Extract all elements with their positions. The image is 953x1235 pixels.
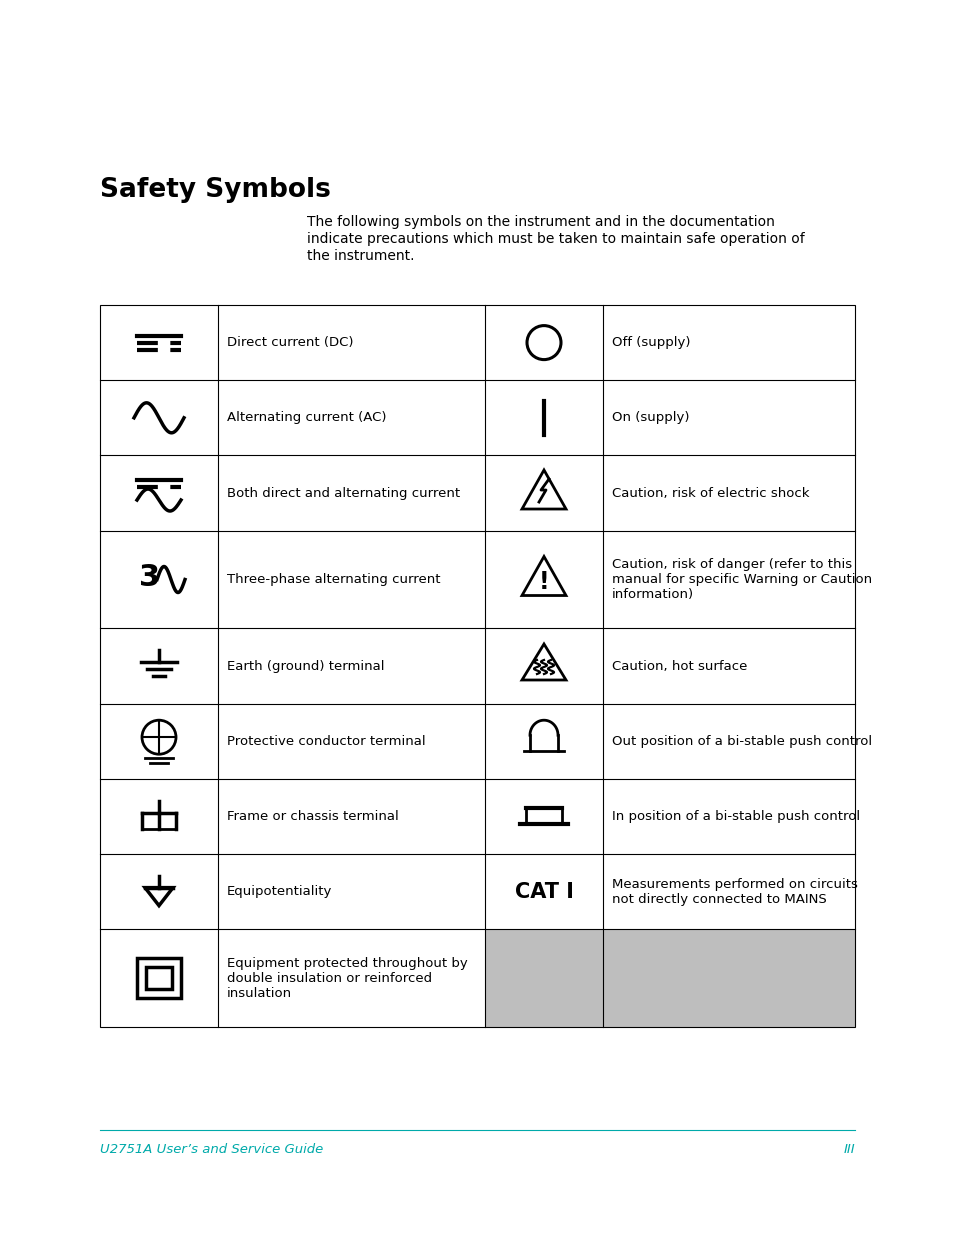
- Text: In position of a bi-stable push control: In position of a bi-stable push control: [612, 810, 860, 823]
- Text: Equipment protected throughout by
double insulation or reinforced
insulation: Equipment protected throughout by double…: [227, 957, 467, 999]
- Text: Direct current (DC): Direct current (DC): [227, 336, 354, 350]
- Text: Off (supply): Off (supply): [612, 336, 690, 350]
- Text: Out position of a bi-stable push control: Out position of a bi-stable push control: [612, 735, 871, 747]
- Text: Frame or chassis terminal: Frame or chassis terminal: [227, 810, 398, 823]
- Text: the instrument.: the instrument.: [307, 249, 414, 263]
- Text: Three-phase alternating current: Three-phase alternating current: [227, 573, 440, 587]
- Text: Alternating current (AC): Alternating current (AC): [227, 411, 386, 425]
- Text: 3: 3: [139, 563, 160, 592]
- Text: Caution, hot surface: Caution, hot surface: [612, 659, 746, 673]
- Text: Equipotentiality: Equipotentiality: [227, 885, 332, 898]
- Text: Earth (ground) terminal: Earth (ground) terminal: [227, 659, 384, 673]
- Bar: [484, 929, 854, 1028]
- Text: CAT I: CAT I: [514, 882, 573, 902]
- Text: Protective conductor terminal: Protective conductor terminal: [227, 735, 425, 747]
- Text: Caution, risk of electric shock: Caution, risk of electric shock: [612, 487, 809, 499]
- Text: indicate precautions which must be taken to maintain safe operation of: indicate precautions which must be taken…: [307, 232, 804, 246]
- Text: The following symbols on the instrument and in the documentation: The following symbols on the instrument …: [307, 215, 774, 228]
- Bar: [100, 305, 854, 1028]
- Text: Measurements performed on circuits
not directly connected to MAINS: Measurements performed on circuits not d…: [612, 878, 857, 905]
- Text: Safety Symbols: Safety Symbols: [100, 177, 331, 203]
- Text: !: !: [538, 569, 549, 594]
- Text: On (supply): On (supply): [612, 411, 689, 425]
- Text: Both direct and alternating current: Both direct and alternating current: [227, 487, 459, 499]
- Text: III: III: [842, 1144, 854, 1156]
- Text: Caution, risk of danger (refer to this
manual for specific Warning or Caution
in: Caution, risk of danger (refer to this m…: [612, 558, 871, 601]
- Text: U2751A User’s and Service Guide: U2751A User’s and Service Guide: [100, 1144, 323, 1156]
